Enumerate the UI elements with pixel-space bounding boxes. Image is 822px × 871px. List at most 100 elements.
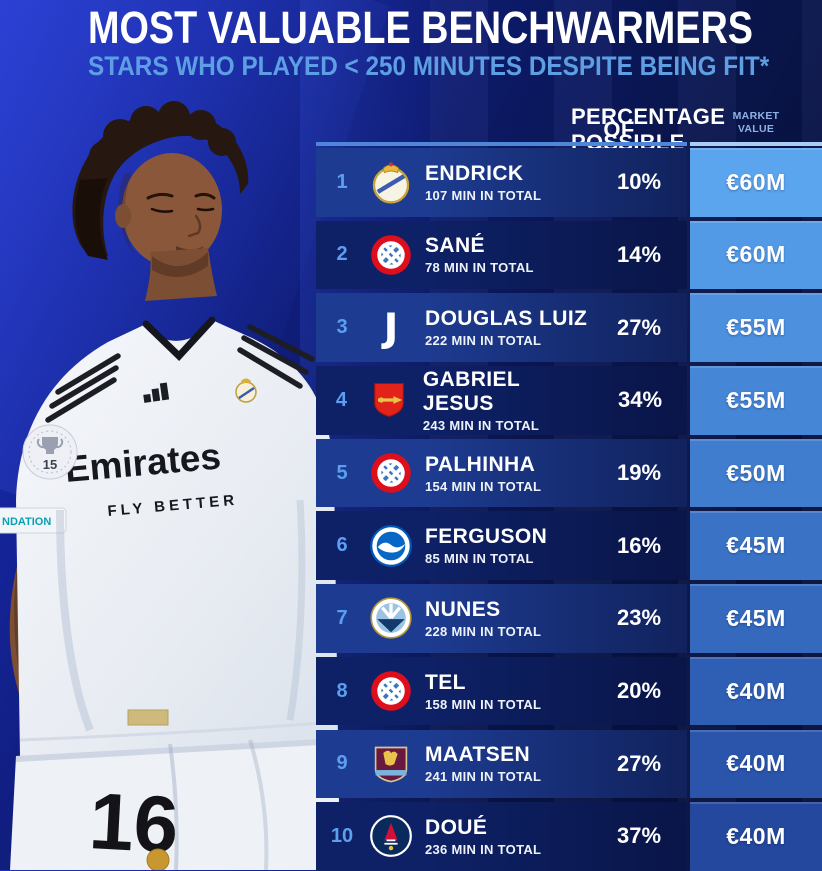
player-minutes: 222 MIN IN TOTAL: [425, 333, 542, 349]
rank-label: 3: [336, 316, 348, 339]
row-main: 5 PALHINHA 154 MIN IN TOTAL 19%: [316, 438, 687, 508]
player-info: DOUÉ 236 MIN IN TOTAL: [425, 816, 541, 857]
market-value: €50M: [690, 438, 822, 508]
player-name: TEL: [425, 670, 466, 694]
player-name: FERGUSON: [425, 525, 548, 549]
club-badge-icon: [368, 159, 414, 205]
bayern-badge-icon: [371, 453, 411, 493]
real-madrid-badge-icon: [372, 162, 410, 204]
market-value: €40M: [690, 802, 822, 871]
player-jersey: [16, 320, 338, 756]
table-row: 7 NUNES 228 MIN IN TOTAL 23% €45M: [316, 584, 822, 653]
table-row: 1 ENDRICK 107 MIN IN TOTAL 10% €60M: [316, 148, 822, 217]
player-shorts: [10, 738, 340, 870]
club-badge-icon: [368, 813, 414, 859]
table-top-divider: [316, 142, 822, 146]
club-badge-icon: [368, 450, 414, 496]
rank-label: 4: [335, 388, 347, 411]
aston-villa-badge-icon: [374, 746, 408, 783]
club-badge-icon: [367, 377, 412, 423]
player-name: ENDRICK: [425, 161, 524, 185]
row-main: 7 NUNES 228 MIN IN TOTAL 23%: [316, 584, 687, 653]
percentage-value: 34%: [618, 387, 663, 413]
column-header-line: MARKET: [732, 110, 780, 122]
club-badge-icon: J: [368, 305, 414, 351]
rank-label: 7: [336, 606, 348, 629]
player-info: SANÉ 78 MIN IN TOTAL: [425, 234, 534, 275]
market-value: €55M: [690, 293, 822, 362]
table-row: 5 PALHINHA 154 MIN IN TOTAL 19% €50M: [316, 438, 822, 508]
percentage-value: 27%: [616, 314, 662, 340]
row-main: 9 MAATSEN 241 MIN IN TOTAL 27%: [316, 729, 687, 798]
psg-badge-icon: [370, 815, 412, 858]
player-name: GABRIEL JESUS: [422, 367, 520, 415]
percentage-value: 20%: [616, 678, 662, 704]
arsenal-badge-icon: [374, 383, 405, 418]
table-row: 9 MAATSEN 241 MIN IN TOTAL 27% €40M: [316, 729, 822, 798]
real-madrid-crest-icon: [235, 378, 257, 403]
row-main: 4 GABRIEL JESUS 243 MIN IN TOTAL 34%: [316, 366, 687, 435]
jersey-collar: [142, 316, 216, 362]
row-main: 6 FERGUSON 85 MIN IN TOTAL 16%: [316, 511, 687, 580]
player-neck: [145, 248, 217, 301]
market-value: €45M: [690, 584, 822, 653]
table-row: 3 J DOUGLAS LUIZ 222 MIN IN TOTAL 27% €5…: [316, 293, 822, 362]
club-badge-icon: [368, 668, 414, 714]
page-subtitle: STARS WHO PLAYED < 250 MINUTES DESPITE B…: [88, 51, 770, 81]
player-name: NUNES: [425, 597, 501, 621]
adidas-shoulder-stripes: [45, 324, 315, 423]
benchwarmers-table: PERCENTAGE OF POSSIBLE MIN MARKET VALUE …: [316, 0, 822, 871]
row-main: 2 SANÉ 78 MIN IN TOTAL 14%: [316, 220, 687, 290]
player-info: MAATSEN 241 MIN IN TOTAL: [425, 743, 541, 784]
percentage-value: 10%: [616, 169, 662, 195]
percentage-value: 14%: [616, 241, 662, 267]
market-value: €40M: [690, 656, 822, 726]
rank-label: 6: [336, 534, 348, 557]
row-main: 10 DOUÉ 236 MIN IN TOTAL 37%: [316, 802, 687, 871]
row-main: 8 TEL 158 MIN IN TOTAL 20%: [316, 656, 687, 726]
table-row: 8 TEL 158 MIN IN TOTAL 20% €40M: [316, 656, 822, 726]
table-rows: 1 ENDRICK 107 MIN IN TOTAL 10% €60M 2 SA…: [316, 148, 822, 871]
rank-label: 10: [330, 824, 354, 847]
foundation-patch: NDATION: [0, 507, 67, 534]
bayern-badge-icon: [371, 235, 411, 275]
player-name: DOUÉ: [425, 815, 488, 839]
brighton-badge-icon: [370, 524, 412, 567]
player-info: NUNES 228 MIN IN TOTAL: [425, 598, 541, 639]
market-value: €45M: [690, 511, 822, 580]
row-main: 3 J DOUGLAS LUIZ 222 MIN IN TOTAL 27%: [316, 293, 687, 362]
foundation-patch-text: NDATION: [2, 516, 51, 528]
shorts-crest-icon: [146, 848, 170, 870]
market-value: €60M: [690, 148, 822, 217]
column-header-market-value: MARKET VALUE: [681, 110, 822, 136]
player-minutes: 241 MIN IN TOTAL: [425, 769, 542, 785]
player-info: GABRIEL JESUS 243 MIN IN TOTAL: [423, 368, 593, 433]
market-value: €55M: [690, 366, 822, 435]
player-minutes: 107 MIN IN TOTAL: [425, 187, 542, 203]
percentage-value: 19%: [616, 460, 662, 485]
man-city-badge-icon: [370, 597, 412, 639]
rank-label: 2: [336, 243, 348, 266]
market-value: €60M: [690, 220, 822, 290]
player-minutes: 236 MIN IN TOTAL: [425, 841, 542, 857]
player-hair: [72, 101, 249, 260]
player-minutes: 78 MIN IN TOTAL: [425, 260, 534, 276]
player-name: PALHINHA: [425, 452, 536, 476]
player-photo: Emirates FLY BETTER 15 NDATION 16: [0, 101, 340, 870]
row-main: 1 ENDRICK 107 MIN IN TOTAL 10%: [316, 148, 687, 217]
rank-label: 8: [336, 679, 348, 702]
club-badge-icon: [368, 232, 414, 278]
percentage-value: 16%: [616, 532, 662, 558]
player-info: DOUGLAS LUIZ 222 MIN IN TOTAL: [425, 307, 587, 348]
percentage-value: 37%: [616, 823, 662, 849]
player-info: FERGUSON 85 MIN IN TOTAL: [425, 525, 547, 566]
player-info: ENDRICK 107 MIN IN TOTAL: [425, 162, 541, 203]
player-name: SANÉ: [425, 234, 485, 258]
player-name: DOUGLAS LUIZ: [425, 307, 588, 331]
club-badge-icon: [368, 595, 414, 641]
table-row: 6 FERGUSON 85 MIN IN TOTAL 16% €45M: [316, 511, 822, 580]
player-name: MAATSEN: [425, 743, 531, 767]
table-row: 2 SANÉ 78 MIN IN TOTAL 14% €60M: [316, 220, 822, 290]
jersey-hem-tag: [127, 709, 169, 726]
